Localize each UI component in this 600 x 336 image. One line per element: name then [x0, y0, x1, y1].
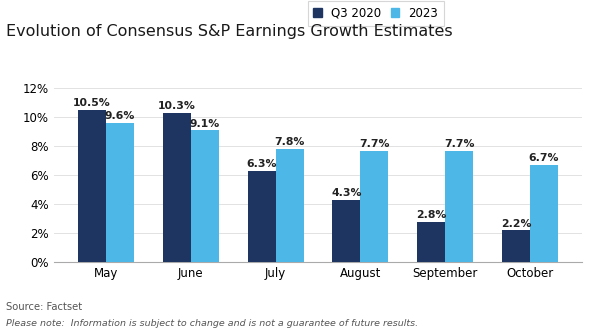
Text: Source: Factset: Source: Factset	[6, 302, 82, 312]
Bar	[275, 149, 304, 262]
Text: 10.5%: 10.5%	[73, 98, 111, 109]
Text: 7.7%: 7.7%	[444, 139, 475, 149]
Text: Please note:  Information is subject to change and is not a guarantee of future : Please note: Information is subject to c…	[6, 319, 418, 328]
Legend: Q3 2020, 2023: Q3 2020, 2023	[308, 1, 444, 26]
Text: 6.7%: 6.7%	[529, 153, 559, 163]
Bar	[248, 171, 275, 262]
Bar	[106, 123, 134, 262]
Bar	[361, 151, 388, 262]
Text: 2.2%: 2.2%	[501, 218, 531, 228]
Bar	[445, 151, 473, 262]
Text: 10.3%: 10.3%	[158, 101, 196, 111]
Text: 7.8%: 7.8%	[274, 137, 305, 148]
Text: 9.1%: 9.1%	[190, 119, 220, 129]
Text: 7.7%: 7.7%	[359, 139, 389, 149]
Bar	[332, 200, 361, 262]
Bar	[191, 130, 219, 262]
Text: Evolution of Consensus S&P Earnings Growth Estimates: Evolution of Consensus S&P Earnings Grow…	[6, 24, 452, 39]
Text: 9.6%: 9.6%	[105, 112, 135, 121]
Text: 4.3%: 4.3%	[331, 188, 362, 198]
Bar	[163, 113, 191, 262]
Text: 2.8%: 2.8%	[416, 210, 446, 220]
Bar	[530, 165, 558, 262]
Bar	[502, 230, 530, 262]
Bar	[417, 221, 445, 262]
Bar	[78, 110, 106, 262]
Text: 6.3%: 6.3%	[247, 159, 277, 169]
